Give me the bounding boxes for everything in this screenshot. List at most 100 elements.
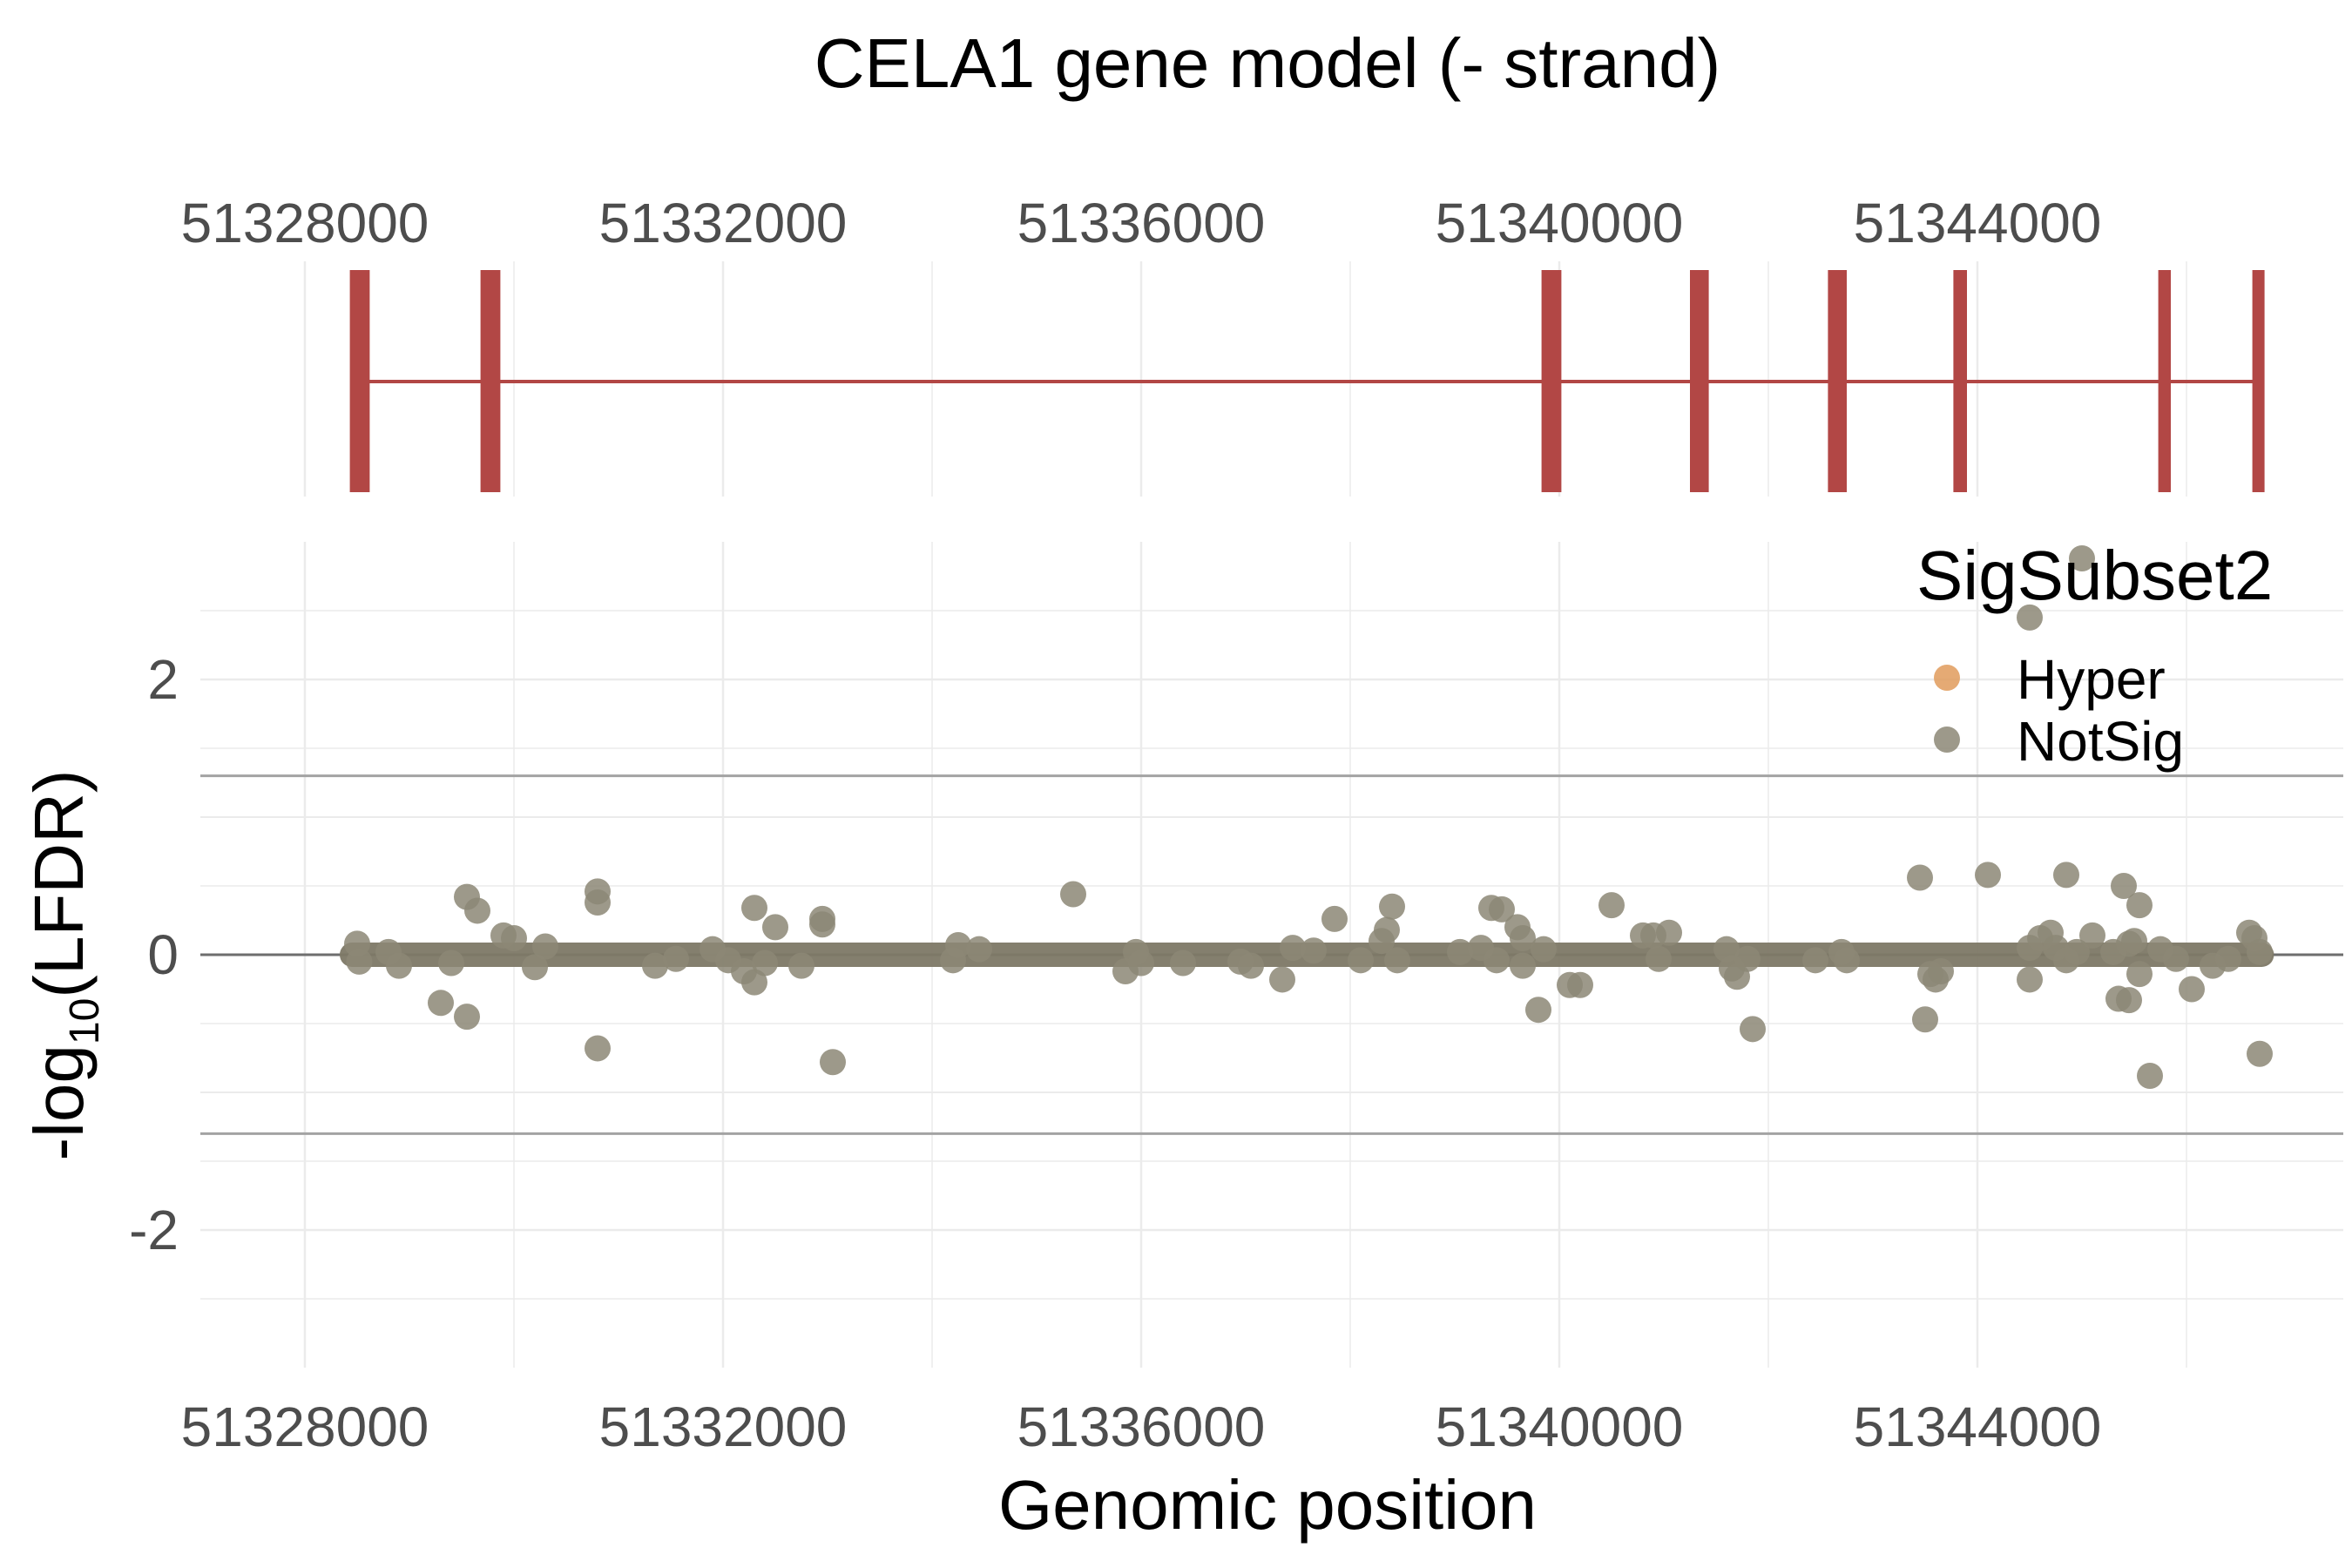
- gene-x-tick-label: 51328000: [181, 192, 429, 254]
- data-point: [1510, 952, 1536, 979]
- data-point: [752, 950, 778, 977]
- data-point: [1912, 1006, 1938, 1033]
- gene-model-title: CELA1 gene model (- strand): [814, 24, 1721, 102]
- data-point: [428, 990, 454, 1017]
- data-point: [762, 914, 788, 941]
- data-point: [1484, 947, 1510, 974]
- gene-x-tick-label: 51336000: [1017, 192, 1266, 254]
- data-point: [820, 1049, 846, 1076]
- data-point: [1802, 947, 1828, 974]
- gene-exon: [349, 270, 370, 492]
- data-point: [2017, 604, 2043, 631]
- data-point: [2069, 544, 2095, 571]
- data-point: [741, 969, 767, 996]
- gene-x-tick-label: 51344000: [1854, 192, 2102, 254]
- gene-exon: [1953, 270, 1967, 492]
- data-point: [1740, 1016, 1766, 1043]
- data-point: [501, 925, 527, 952]
- x-tick-label: 51328000: [181, 1396, 429, 1458]
- data-point: [2121, 928, 2147, 955]
- data-point: [1379, 893, 1405, 920]
- gene-model-x-tick-labels: 51328000 51332000 51336000 51340000 51344000: [181, 192, 2102, 254]
- scatter-panel: -202 51328000 51332000 51336000 51340000 513…: [129, 542, 2343, 1458]
- x-tick-label: 51340000: [1436, 1396, 1684, 1458]
- y-tick-label: -2: [129, 1199, 179, 1261]
- data-point: [1734, 945, 1761, 972]
- data-point: [2126, 961, 2153, 988]
- legend-title: SigSubset2: [1916, 537, 2273, 614]
- y-tick-label: 2: [147, 648, 179, 711]
- data-point: [1170, 950, 1196, 977]
- x-tick-label: 51344000: [1854, 1396, 2102, 1458]
- data-point: [2247, 938, 2273, 965]
- scatter-points: [344, 544, 2273, 1090]
- data-point: [1907, 864, 1933, 891]
- data-point: [2017, 966, 2043, 993]
- data-point: [1269, 966, 1295, 993]
- data-point: [1374, 916, 1400, 943]
- y-axis-title: -log10(LFDR): [20, 770, 108, 1161]
- data-point: [2137, 1063, 2163, 1090]
- data-point: [1975, 862, 2001, 889]
- gene-x-tick-label: 51340000: [1436, 192, 1684, 254]
- x-tick-label: 51332000: [599, 1396, 848, 1458]
- y-tick-label: 0: [147, 923, 179, 986]
- data-point: [1531, 936, 1557, 963]
- gene-model-panel: 51328000 51332000 51336000 51340000 51344000: [181, 192, 2265, 497]
- data-point: [1301, 937, 1327, 964]
- data-point: [1928, 957, 1954, 984]
- gene-model-grid: [303, 261, 2187, 497]
- data-point: [1348, 947, 1374, 974]
- legend-key-notsig: [1934, 727, 1960, 753]
- data-point: [642, 952, 668, 979]
- data-point: [585, 1035, 611, 1062]
- data-point: [464, 897, 490, 924]
- gene-exon: [2252, 270, 2265, 492]
- legend-label-notsig: NotSig: [2017, 710, 2184, 773]
- data-point: [346, 948, 373, 975]
- data-point: [585, 889, 611, 916]
- data-point: [2064, 938, 2090, 965]
- data-point: [1656, 919, 1682, 946]
- data-point: [1834, 947, 1860, 974]
- gene-exon: [1828, 270, 1847, 492]
- data-point: [2116, 987, 2142, 1014]
- data-point: [2215, 945, 2241, 972]
- data-point: [2079, 922, 2105, 949]
- x-tick-labels: 51328000 51332000 51336000 51340000 51344000: [181, 1396, 2102, 1458]
- legend-label-hyper: Hyper: [2017, 648, 2166, 711]
- data-point: [1646, 945, 1672, 972]
- gene-x-tick-label: 51332000: [599, 192, 848, 254]
- data-point: [2163, 945, 2189, 972]
- y-axis-title-base: -log: [20, 1044, 98, 1160]
- legend-entry-hyper: Hyper: [1934, 648, 2166, 711]
- data-point: [2179, 976, 2205, 1003]
- gene-exon: [1690, 270, 1709, 492]
- data-point: [1128, 950, 1154, 977]
- data-point: [1567, 971, 1593, 998]
- data-point: [2053, 862, 2079, 889]
- data-point: [454, 1004, 480, 1031]
- data-point: [1321, 905, 1348, 932]
- data-point: [532, 933, 558, 960]
- data-point: [1447, 938, 1473, 965]
- data-point: [2111, 873, 2137, 899]
- x-axis-title: Genomic position: [998, 1466, 1537, 1544]
- data-point: [1384, 947, 1410, 974]
- legend-key-hyper: [1934, 665, 1960, 691]
- data-point: [1598, 892, 1625, 919]
- data-point: [438, 950, 464, 977]
- data-point: [1238, 952, 1264, 979]
- data-point: [809, 911, 835, 938]
- data-point: [945, 931, 971, 958]
- data-point: [1510, 925, 1536, 952]
- y-axis-title-rest: (LFDR): [20, 770, 98, 998]
- x-tick-label: 51336000: [1017, 1396, 1266, 1458]
- data-point: [741, 895, 767, 922]
- data-point: [2126, 892, 2153, 919]
- data-point: [386, 952, 412, 979]
- gene-model-body: [349, 270, 2265, 492]
- data-point: [1489, 896, 1515, 923]
- data-point: [663, 945, 689, 972]
